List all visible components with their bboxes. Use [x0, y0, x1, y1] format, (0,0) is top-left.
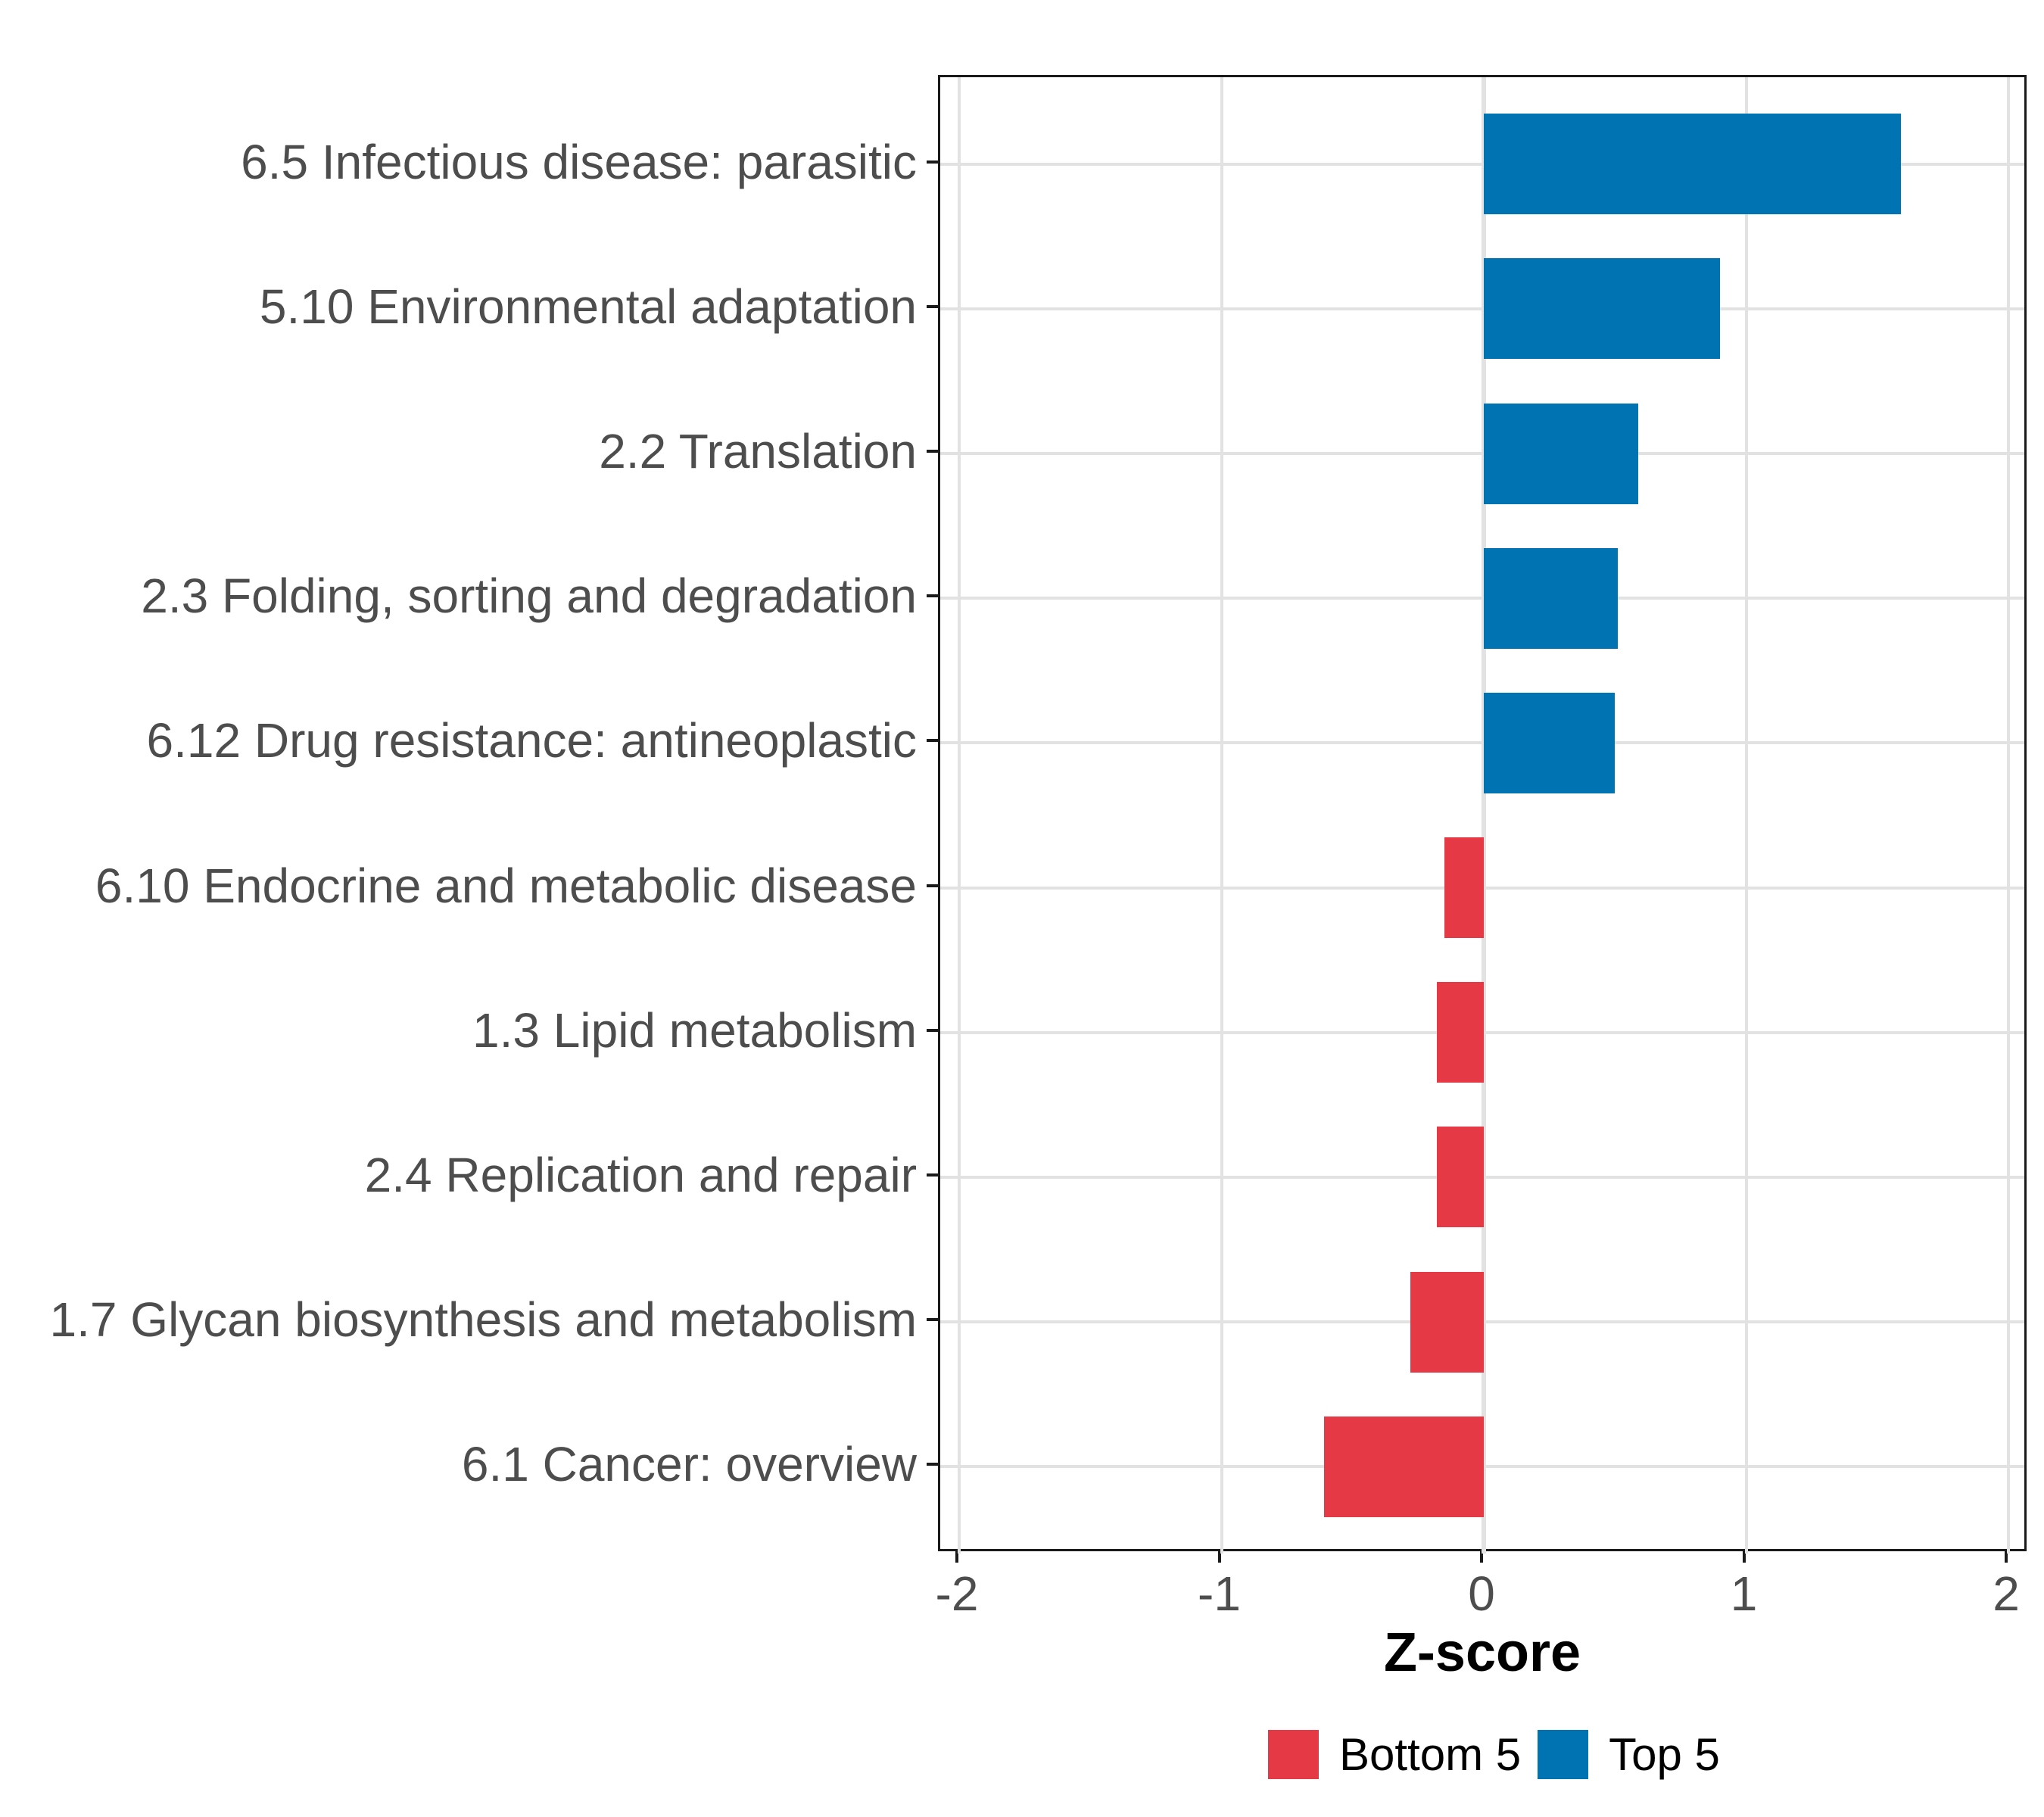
x-axis-title: Z-score — [1383, 1622, 1581, 1683]
y-tick-mark — [927, 1028, 938, 1032]
bar-bottom-5 — [1323, 1416, 1484, 1517]
gridline-horizontal — [940, 597, 2024, 600]
gridline-vertical — [958, 77, 961, 1554]
y-tick-mark — [927, 1173, 938, 1177]
legend-key-bottom-5 — [1268, 1730, 1319, 1779]
bar-top-5 — [1484, 547, 1618, 649]
x-tick-label: 2 — [1993, 1566, 2020, 1621]
legend-label: Bottom 5 — [1339, 1729, 1522, 1780]
gridline-vertical — [2007, 77, 2010, 1554]
y-axis-category-label: 1.7 Glycan biosynthesis and metabolism — [49, 1292, 917, 1348]
x-tick-label: 0 — [1468, 1566, 1495, 1621]
x-tick-mark — [955, 1551, 958, 1563]
y-tick-mark — [927, 739, 938, 743]
y-axis-category-label: 6.10 Endocrine and metabolic disease — [95, 858, 917, 913]
gridline-horizontal — [940, 162, 2024, 166]
y-tick-mark — [927, 1463, 938, 1466]
legend-label: Top 5 — [1609, 1729, 1720, 1780]
gridline-vertical — [1744, 77, 1748, 1554]
gridline-vertical — [1220, 77, 1223, 1554]
y-axis-category-label: 5.10 Environmental adaptation — [259, 279, 917, 334]
legend-key-top-5 — [1538, 1730, 1589, 1779]
plot-panel — [938, 75, 2027, 1554]
x-tick-label: -2 — [935, 1566, 979, 1621]
bar-top-5 — [1484, 114, 1901, 215]
x-tick-label: 1 — [1730, 1566, 1758, 1621]
gridline-horizontal — [940, 741, 2024, 745]
y-axis-category-label: 2.4 Replication and repair — [364, 1147, 917, 1202]
x-tick-mark — [1742, 1551, 1746, 1563]
bar-bottom-5 — [1436, 1127, 1484, 1228]
y-tick-mark — [927, 884, 938, 887]
y-tick-mark — [927, 1318, 938, 1322]
y-axis-category-label: 6.12 Drug resistance: antineoplastic — [146, 713, 917, 768]
x-tick-label: -1 — [1198, 1566, 1241, 1621]
bar-top-5 — [1484, 692, 1616, 793]
x-tick-mark — [1480, 1551, 1483, 1563]
gridline-horizontal — [940, 452, 2024, 456]
gridline-vertical — [1482, 77, 1486, 1554]
y-axis-category-label: 6.1 Cancer: overview — [461, 1437, 917, 1492]
bar-bottom-5 — [1410, 1271, 1484, 1373]
y-axis-category-label: 6.5 Infectious disease: parasitic — [241, 134, 917, 189]
bar-top-5 — [1484, 403, 1639, 504]
y-tick-mark — [927, 160, 938, 164]
y-tick-mark — [927, 304, 938, 308]
bar-bottom-5 — [1444, 837, 1484, 939]
y-tick-mark — [927, 594, 938, 598]
bar-top-5 — [1484, 258, 1720, 360]
bar-bottom-5 — [1436, 982, 1484, 1083]
y-axis-category-label: 2.2 Translation — [599, 424, 917, 479]
gridline-horizontal — [940, 307, 2024, 310]
legend: Bottom 5 Top 5 — [1268, 1729, 1737, 1780]
x-tick-mark — [1217, 1551, 1221, 1563]
y-axis-category-label: 2.3 Folding, sorting and degradation — [141, 569, 917, 624]
x-tick-mark — [2005, 1551, 2008, 1563]
y-tick-mark — [927, 450, 938, 453]
y-axis-category-label: 1.3 Lipid metabolism — [472, 1002, 917, 1058]
